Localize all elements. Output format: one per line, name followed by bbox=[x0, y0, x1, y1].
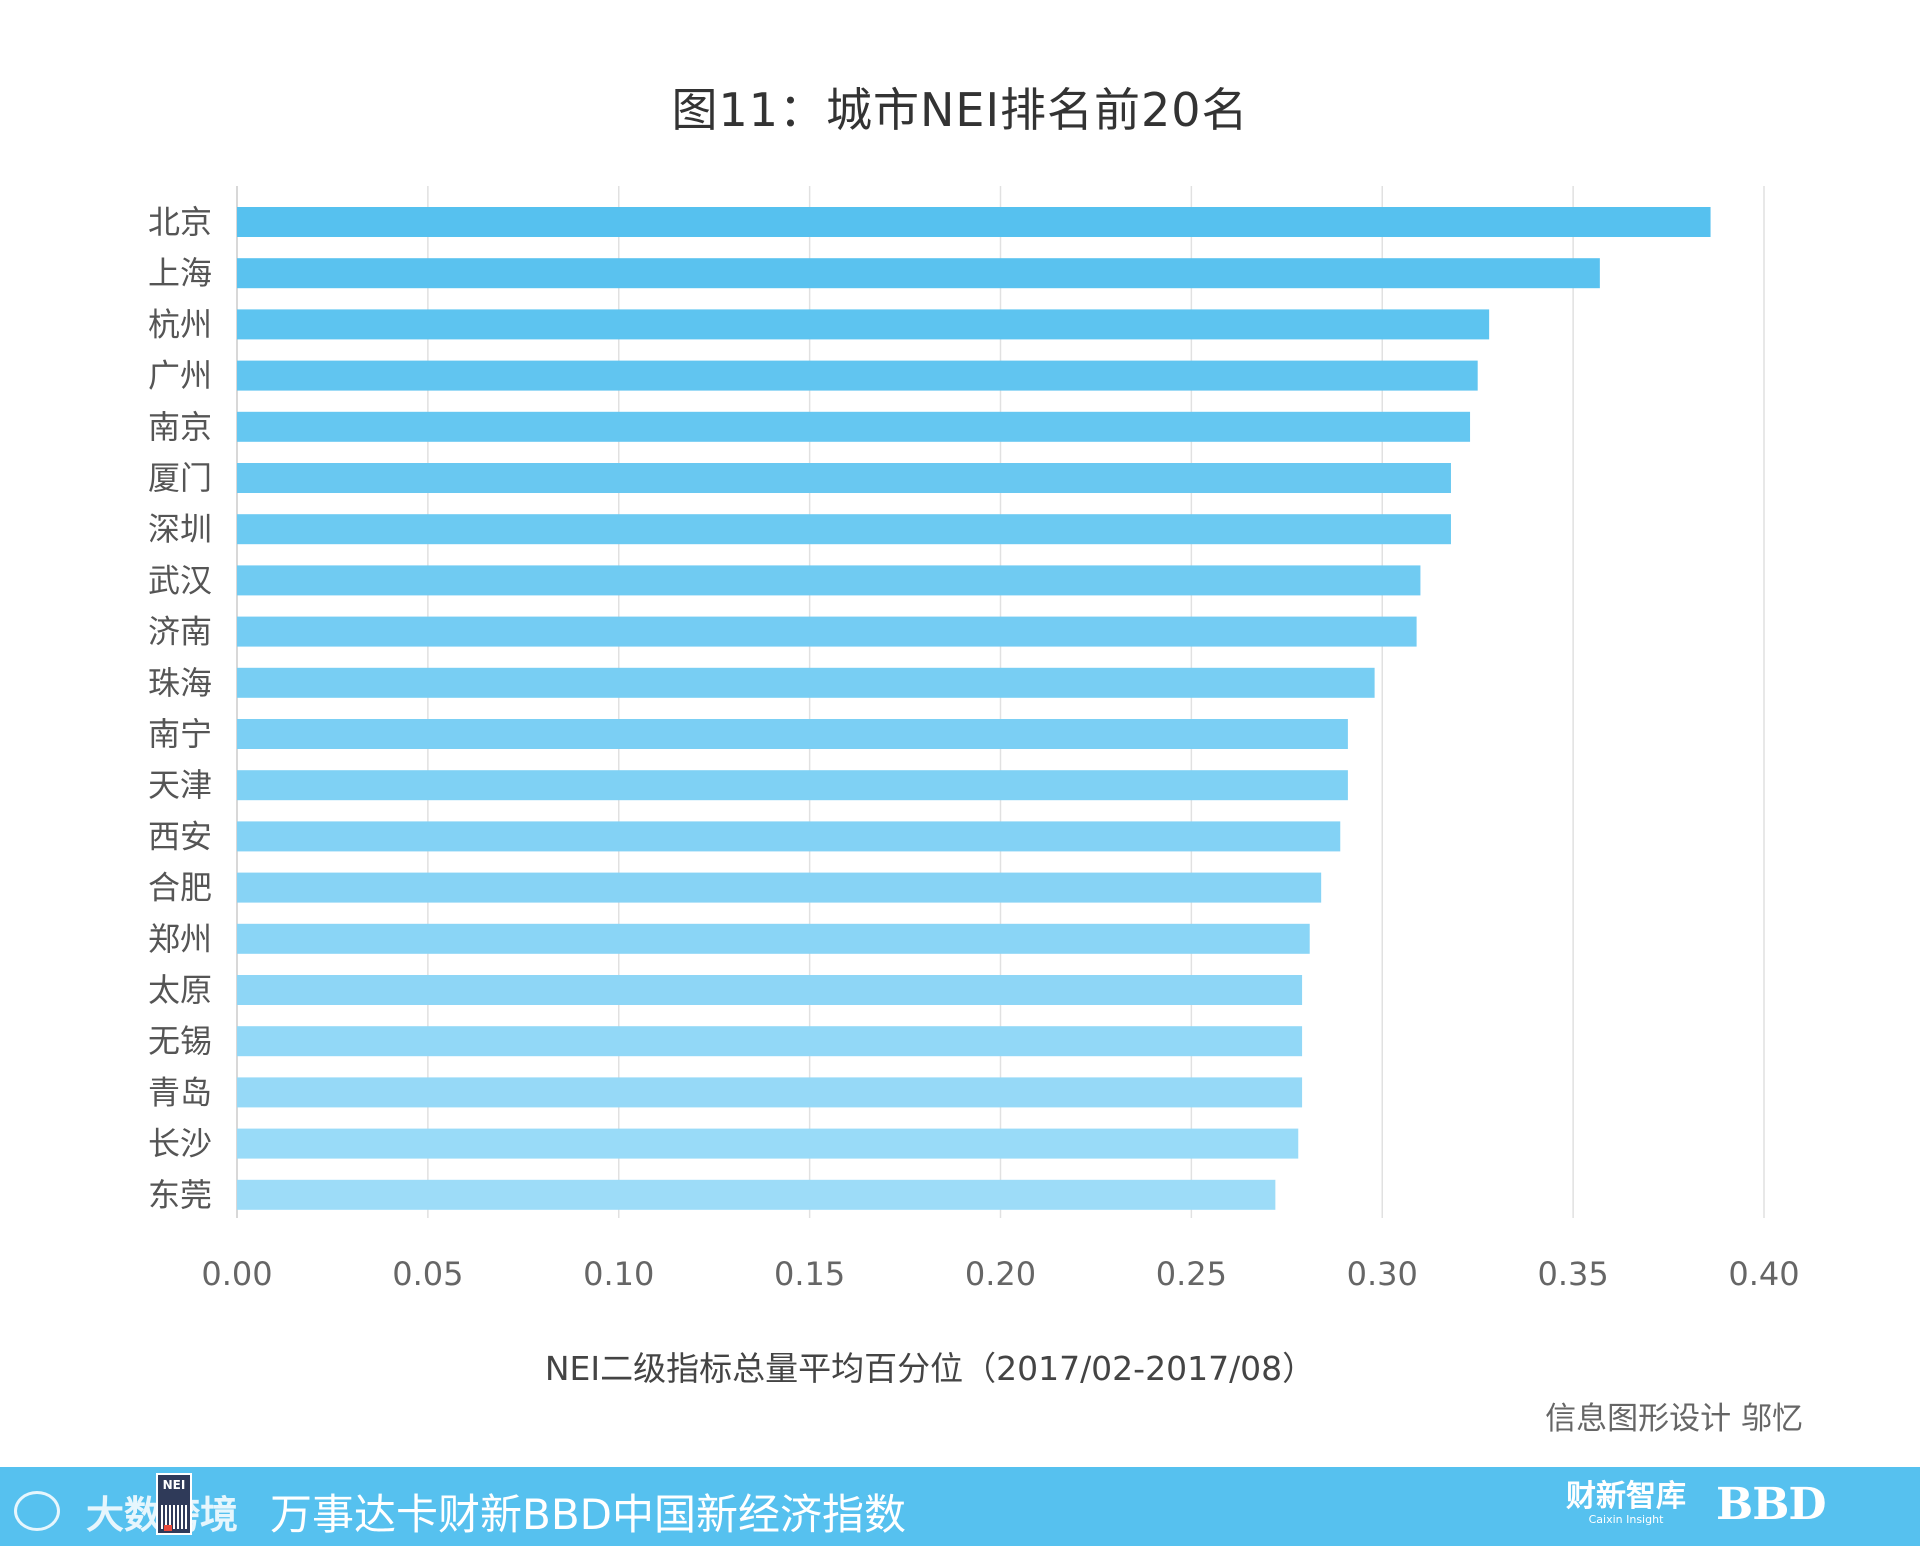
caixin-logo-cn: 财新智库 bbox=[1566, 1479, 1686, 1514]
bar bbox=[237, 258, 1600, 289]
caixin-logo-en: Caixin Insight bbox=[1588, 1513, 1664, 1526]
design-credit: 信息图形设计 邬忆 bbox=[1545, 1401, 1803, 1437]
y-category-label: 无锡 bbox=[148, 1022, 212, 1060]
bar bbox=[237, 1026, 1303, 1057]
y-category-label: 太原 bbox=[148, 971, 212, 1009]
x-tick-label: 0.05 bbox=[392, 1255, 463, 1293]
bar bbox=[237, 1128, 1299, 1159]
caixin-insight-logo: 财新智库 Caixin Insight bbox=[1566, 1480, 1686, 1526]
y-category-label: 北京 bbox=[148, 203, 212, 241]
bar bbox=[237, 207, 1711, 237]
x-tick-label: 0.30 bbox=[1347, 1255, 1418, 1293]
bar bbox=[237, 360, 1478, 391]
y-category-label: 杭州 bbox=[148, 305, 212, 343]
bar-chart: 0.00 0.05 0.10 0.15 0.20 0.25 0.30 0.35 0.40 北京上海… bbox=[148, 186, 1800, 1293]
y-category-label: 东莞 bbox=[148, 1176, 212, 1214]
y-category-label: 南宁 bbox=[148, 715, 212, 753]
mastercard-dot-icon bbox=[164, 1525, 172, 1531]
x-tick-label: 0.10 bbox=[583, 1255, 654, 1293]
x-tick-label: 0.20 bbox=[965, 1255, 1036, 1293]
bar bbox=[237, 821, 1341, 852]
bar bbox=[237, 975, 1303, 1005]
bar bbox=[237, 1077, 1303, 1108]
x-tick-label: 0.00 bbox=[201, 1255, 272, 1293]
bar bbox=[237, 411, 1471, 442]
bbd-logo: BBD bbox=[1716, 1479, 1827, 1530]
y-category-label: 长沙 bbox=[148, 1125, 212, 1163]
y-category-label: 西安 bbox=[148, 817, 212, 855]
y-category-label: 郑州 bbox=[148, 920, 212, 958]
bar bbox=[237, 463, 1451, 493]
y-category-label: 广州 bbox=[148, 357, 212, 395]
chart-title: 图11：城市NEI排名前20名 bbox=[671, 83, 1249, 137]
y-category-label: 上海 bbox=[148, 254, 212, 292]
x-tick-label: 0.15 bbox=[774, 1255, 845, 1293]
bar bbox=[237, 565, 1421, 596]
watermark-badge-icon bbox=[14, 1491, 60, 1531]
bar bbox=[237, 616, 1417, 647]
nei-logo: NEI bbox=[156, 1473, 192, 1535]
y-category-label: 南京 bbox=[148, 408, 212, 446]
bar bbox=[237, 719, 1348, 749]
y-category-label: 武汉 bbox=[148, 561, 212, 599]
bar bbox=[237, 923, 1310, 954]
bar bbox=[237, 872, 1322, 903]
y-category-label: 天津 bbox=[148, 766, 212, 804]
y-category-label: 合肥 bbox=[148, 869, 212, 907]
nei-logo-text: NEI bbox=[162, 1478, 186, 1492]
x-tick-label: 0.25 bbox=[1156, 1255, 1227, 1293]
x-tick-label: 0.40 bbox=[1728, 1255, 1799, 1293]
x-axis-label: NEI二级指标总量平均百分位（2017/02-2017/08） bbox=[544, 1349, 1316, 1388]
bar bbox=[237, 309, 1490, 340]
footer-bar: 大数跨境 NEI 万事达卡财新BBD中国新经济指数 财新智库 Caixin In… bbox=[0, 1467, 1920, 1546]
y-category-label: 深圳 bbox=[148, 510, 212, 548]
bar bbox=[237, 1179, 1276, 1210]
bar bbox=[237, 667, 1375, 698]
y-category-label: 厦门 bbox=[148, 459, 212, 497]
bar bbox=[237, 770, 1348, 801]
footer-title: 万事达卡财新BBD中国新经济指数 bbox=[270, 1490, 906, 1539]
x-tick-label: 0.35 bbox=[1538, 1255, 1609, 1293]
y-category-label: 青岛 bbox=[148, 1073, 212, 1111]
bar bbox=[237, 514, 1451, 545]
y-category-label: 珠海 bbox=[148, 664, 212, 702]
y-category-label: 济南 bbox=[148, 613, 212, 651]
